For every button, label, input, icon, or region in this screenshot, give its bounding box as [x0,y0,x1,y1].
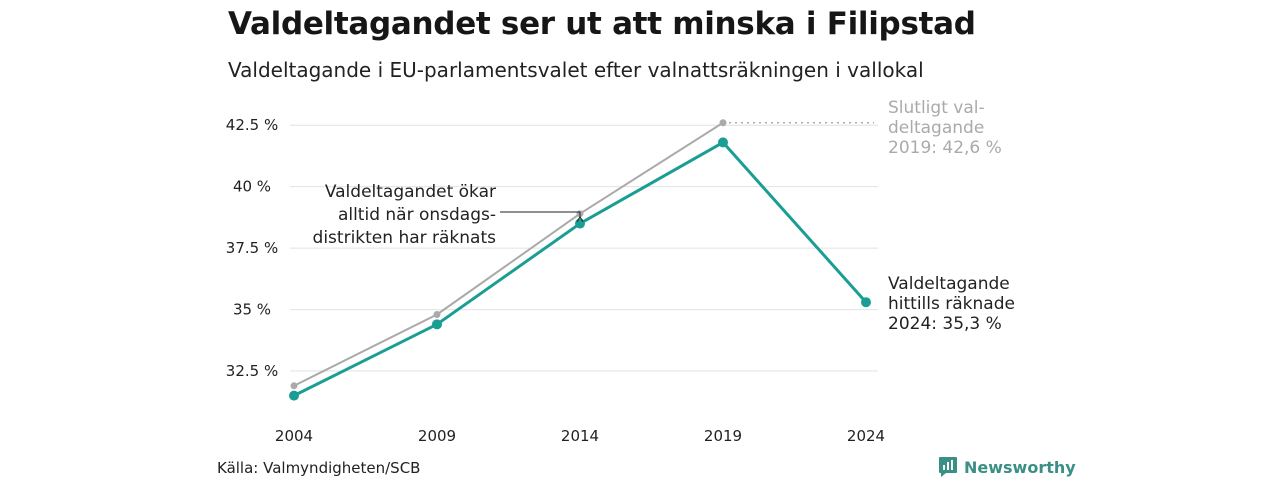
y-tick-label: 32.5 % [226,362,278,380]
x-axis: 2004 2009 2014 2019 2024 [275,427,885,445]
brand-logo: Newsworthy [938,456,1076,478]
x-tick-label: 2024 [847,427,885,445]
data-point-final [719,119,727,127]
data-point-counted [861,297,871,308]
annotation-note: Valdeltagandet ökar [325,182,496,202]
brand-name: Newsworthy [964,457,1076,477]
annotation-counted-2024: hittills räknade [888,294,1015,314]
x-tick-label: 2004 [275,427,313,445]
annotation-final-2019: 2019: 42,6 % [888,138,1002,158]
data-point-counted [718,137,728,148]
y-tick-label: 40 % [233,178,271,196]
annotation-final-2019: deltagande [888,118,984,138]
data-point-counted [432,319,442,330]
grid-lines [290,124,878,372]
x-tick-label: 2019 [704,427,742,445]
x-tick-label: 2009 [418,427,456,445]
annotation-note: distrikten har räknats [313,228,497,248]
chart-subtitle: Valdeltagande i EU-parlamentsvalet efter… [228,58,924,82]
series-lines [289,119,871,401]
newsworthy-icon [939,457,957,477]
annotation-counted-2024: 2024: 35,3 % [888,314,1002,334]
arrow-head [576,215,584,222]
source-note: Källa: Valmyndigheten/SCB [217,459,421,477]
y-axis: 32.5 % 35 % 37.5 % 40 % 42.5 % [226,116,278,380]
y-tick-label: 37.5 % [226,239,278,257]
annotation-final-2019: Slutligt val- [888,98,985,118]
series-line-counted [293,140,868,397]
data-point-final [290,382,298,390]
series-line-final [293,121,724,387]
data-point-counted [289,390,299,401]
y-tick-label: 42.5 % [226,116,278,134]
data-point-final [433,311,441,318]
x-tick-label: 2014 [561,427,599,445]
data-point-counted [575,218,585,229]
annotation-note: alltid när onsdags- [338,205,496,225]
chart-title: Valdeltagandet ser ut att minska i Filip… [228,6,976,42]
annotation-counted-2024: Valdeltagande [888,274,1010,294]
y-tick-label: 35 % [233,301,271,319]
